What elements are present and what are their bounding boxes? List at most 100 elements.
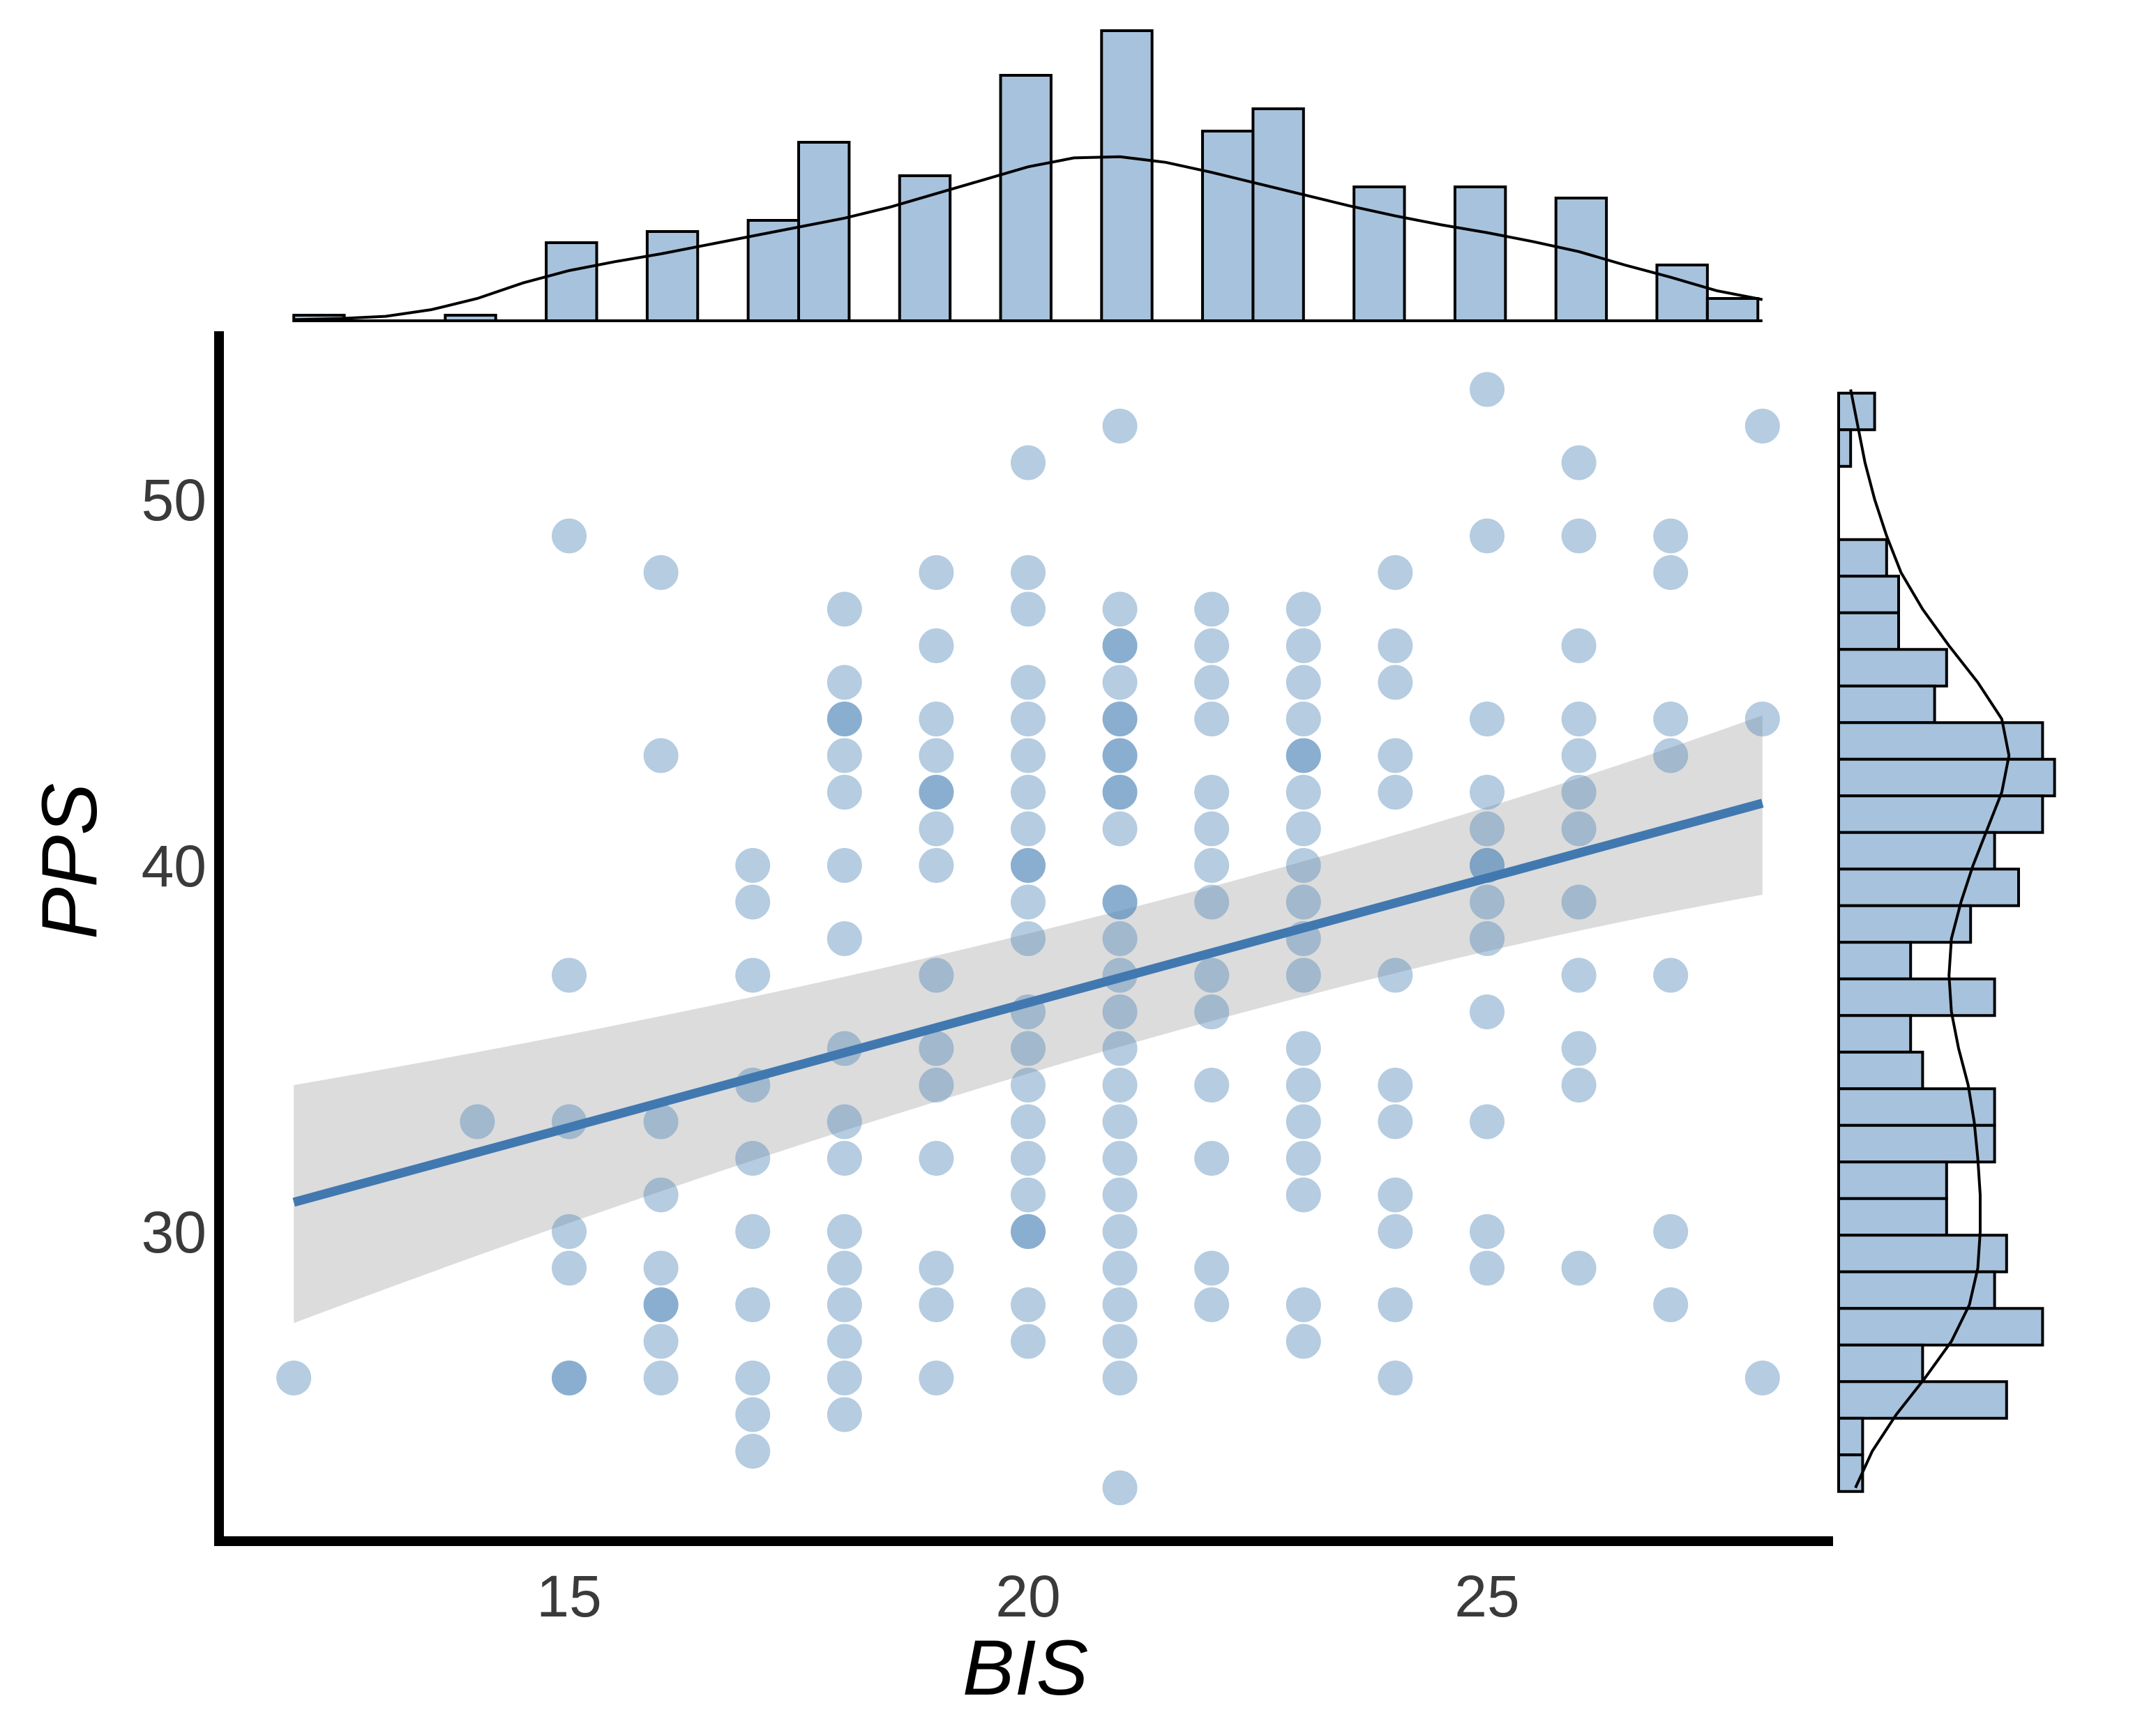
x-tick-label: 20: [995, 1563, 1060, 1629]
scatter-point: [643, 555, 679, 590]
scatter-point: [1286, 1141, 1321, 1176]
scatter-point: [919, 1068, 954, 1103]
scatter-point: [1561, 811, 1597, 847]
scatter-point: [1286, 1177, 1321, 1213]
top-kde-curve: [294, 155, 1763, 321]
scatter-point: [1011, 445, 1046, 480]
scatter-point: [643, 1177, 679, 1213]
y-tick-label: 30: [142, 1199, 206, 1265]
scatter-point: [1102, 702, 1138, 736]
scatter-point: [827, 702, 862, 736]
scatter-point: [1011, 775, 1046, 810]
scatter-point: [1653, 702, 1689, 736]
scatter-point: [1011, 1141, 1046, 1176]
right-histogram-bar: [1837, 575, 1900, 614]
top-histogram-bar: [1705, 297, 1760, 322]
scatter-point: [1470, 884, 1505, 920]
scatter-point: [1286, 1324, 1321, 1359]
scatter-point: [1102, 1141, 1138, 1176]
scatter-point: [1286, 1031, 1321, 1066]
scatter-point: [1286, 628, 1321, 663]
scatter-point: [1653, 1214, 1689, 1249]
top-histogram-bar: [797, 141, 851, 322]
scatter-point: [1286, 848, 1321, 883]
top-histogram-bar: [1453, 185, 1507, 322]
regression-line-layer: [292, 798, 1764, 1207]
scatter-point: [1011, 811, 1046, 847]
scatter-point: [1194, 1068, 1230, 1103]
right-histogram-bar: [1837, 941, 1913, 980]
right-histogram-bar: [1837, 1050, 1924, 1091]
top-histogram-bar: [898, 174, 952, 322]
confidence-band-layer: [294, 715, 1763, 1324]
scatter-point: [1378, 1361, 1413, 1395]
scatter-point: [1744, 409, 1780, 444]
scatter-point: [735, 1287, 771, 1322]
scatter-point: [1378, 555, 1413, 590]
scatter-point: [1470, 1104, 1505, 1139]
scatter-point: [1286, 1068, 1321, 1103]
scatter-point: [1102, 628, 1138, 663]
scatter-point: [643, 1250, 679, 1286]
scatter-point: [1561, 957, 1597, 993]
scatter-point: [1102, 665, 1138, 700]
scatter-point: [1470, 921, 1505, 956]
scatter-point: [643, 1287, 679, 1322]
scatter-point: [1102, 409, 1138, 444]
scatter-point: [1286, 1104, 1321, 1139]
scatter-point: [827, 1287, 862, 1322]
top-histogram-bar: [1100, 29, 1154, 322]
scatter-point: [1194, 1141, 1230, 1176]
scatter-point: [460, 1104, 495, 1139]
scatter-point: [1194, 702, 1230, 736]
scatter-point: [1470, 1250, 1505, 1286]
scatter-point: [827, 1141, 862, 1176]
scatter-point: [919, 1031, 954, 1066]
scatter-point: [919, 1141, 954, 1176]
x-tick-label: 25: [1454, 1563, 1519, 1629]
right-histogram-bar: [1837, 831, 1996, 871]
right-histogram-bar: [1837, 1160, 1948, 1200]
top-histogram-bar: [645, 230, 700, 322]
scatter-point: [1011, 1214, 1046, 1249]
scatter-point: [1194, 957, 1230, 993]
scatter-point: [1286, 957, 1321, 993]
scatter-point: [1011, 1287, 1046, 1322]
scatter-point: [552, 518, 587, 554]
scatter-point: [827, 1324, 862, 1359]
scatter-point: [643, 1324, 679, 1359]
scatter-point: [1102, 921, 1138, 956]
right-histogram-bar: [1837, 1343, 1924, 1384]
confidence-band: [294, 715, 1763, 1324]
scatter-point: [1102, 1104, 1138, 1139]
scatter-point: [919, 1287, 954, 1322]
scatter-point: [1102, 1324, 1138, 1359]
scatter-point: [1102, 738, 1138, 773]
right-histogram-bar: [1837, 1197, 1948, 1237]
scatter-point: [552, 957, 587, 993]
scatter-point: [1102, 1068, 1138, 1103]
right-histogram-bar: [1837, 794, 2044, 834]
scatter-point: [1194, 811, 1230, 847]
scatter-point: [1470, 1214, 1505, 1249]
scatter-point: [1011, 921, 1046, 956]
scatter-point: [1194, 591, 1230, 627]
scatter-point: [1653, 1287, 1689, 1322]
scatter-point: [1378, 628, 1413, 663]
scatter-point: [1470, 372, 1505, 407]
scatter-point: [919, 957, 954, 993]
scatter-point: [1744, 702, 1780, 736]
scatter-point: [1561, 1250, 1597, 1286]
scatter-point: [552, 1361, 587, 1395]
tick-labels-layer: 15 20 25 30 40 50: [142, 467, 1520, 1629]
scatter-point: [1011, 1324, 1046, 1359]
right-histogram-bar: [1837, 1453, 1864, 1493]
scatter-point: [1378, 1177, 1413, 1213]
scatter-point: [735, 1214, 771, 1249]
scatter-point: [1286, 665, 1321, 700]
scatter-point: [827, 848, 862, 883]
scatter-point: [1011, 1214, 1046, 1249]
right-histogram-bar: [1837, 611, 1900, 651]
scatter-point: [1102, 1287, 1138, 1322]
